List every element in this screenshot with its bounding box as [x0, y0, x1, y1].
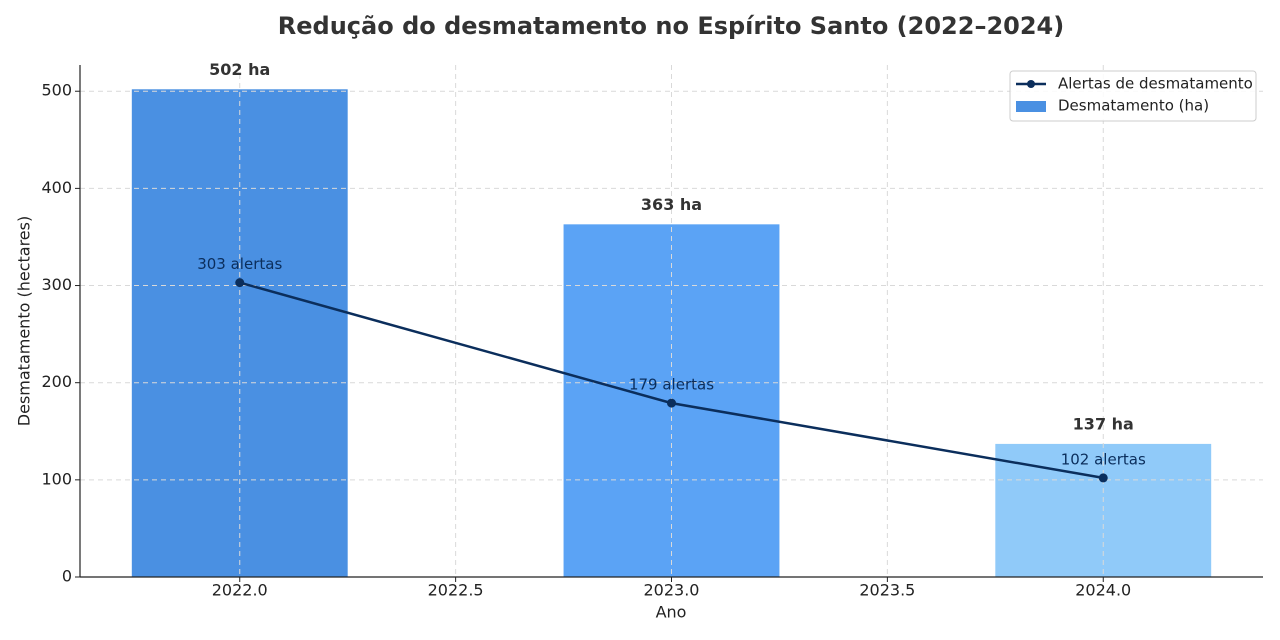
y-tick-label: 100	[41, 469, 72, 488]
legend-swatch	[1016, 101, 1046, 112]
line-value-label: 303 alertas	[197, 255, 282, 273]
bar-value-label: 363 ha	[641, 195, 702, 214]
y-tick-label: 0	[62, 567, 72, 586]
bar-value-label: 502 ha	[209, 60, 270, 79]
legend-label: Desmatamento (ha)	[1058, 97, 1209, 115]
x-tick-label: 2022.5	[428, 581, 484, 600]
bar	[131, 89, 348, 577]
y-axis-label: Desmatamento (hectares)	[15, 216, 34, 426]
bar-value-label: 137 ha	[1073, 414, 1134, 433]
y-tick-label: 400	[41, 178, 72, 197]
y-tick-label: 500	[41, 81, 72, 100]
legend-marker	[1027, 80, 1035, 88]
x-tick-label: 2023.0	[644, 581, 700, 600]
line-marker	[667, 398, 676, 408]
legend-label: Alertas de desmatamento	[1058, 75, 1253, 93]
x-tick-label: 2024.0	[1075, 581, 1131, 600]
line-value-label: 102 alertas	[1061, 450, 1146, 468]
y-tick-label: 200	[41, 372, 72, 391]
line-marker	[235, 278, 245, 288]
line-marker	[1098, 473, 1108, 483]
y-tick-label: 300	[41, 275, 72, 294]
x-tick-label: 2023.5	[859, 581, 915, 600]
x-tick-label: 2022.0	[212, 581, 268, 600]
x-axis-label: Ano	[656, 603, 687, 622]
chart-title: Redução do desmatamento no Espírito Sant…	[278, 12, 1064, 40]
legend-box	[1009, 70, 1257, 122]
line-value-label: 179 alertas	[629, 376, 714, 394]
